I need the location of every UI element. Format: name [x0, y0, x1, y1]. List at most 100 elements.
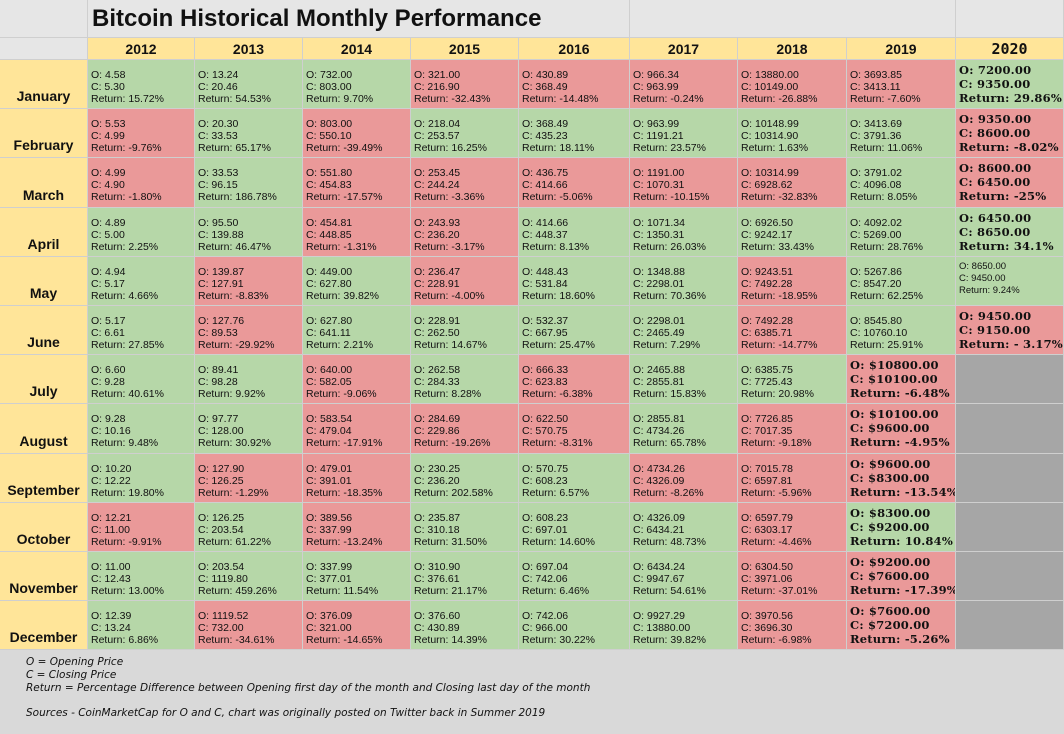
open-price: O: 7726.85	[741, 413, 793, 425]
month-cell: O: 13880.00 C: 10149.00 Return: -26.88%	[738, 60, 847, 109]
month-cell: O: 10148.99 C: 10314.90 Return: 1.63%	[738, 109, 847, 158]
open-price: O: 228.91	[414, 315, 461, 327]
return-value: Return: 186.78%	[198, 191, 277, 203]
open-price: O: 4.94	[91, 266, 126, 278]
close-price: C: 96.15	[198, 179, 238, 191]
return-value: Return: 14.60%	[522, 536, 595, 548]
month-cell: O: 12.21 C: 11.00 Return: -9.91%	[88, 503, 195, 552]
return-value: Return: 54.61%	[633, 585, 706, 597]
return-value: Return: 9.92%	[198, 388, 266, 400]
close-price: C: 732.00	[198, 622, 244, 634]
month-cell: O: 321.00 C: 216.90 Return: -32.43%	[411, 60, 519, 109]
month-cell: O: 8545.80 C: 10760.10 Return: 25.91%	[847, 306, 956, 355]
return-value: Return: -9.91%	[91, 536, 162, 548]
return-value: Return: -1.80%	[91, 191, 162, 203]
month-cell: O: 284.69 C: 229.86 Return: -19.26%	[411, 404, 519, 454]
month-cell: O: 449.00 C: 627.80 Return: 39.82%	[303, 257, 411, 306]
close-price: C: 435.23	[522, 130, 568, 142]
return-value: Return: -13.54%	[850, 485, 956, 499]
close-price: C: 262.50	[414, 327, 460, 339]
return-value: Return: -19.26%	[414, 437, 491, 449]
open-price: O: 236.47	[414, 266, 461, 278]
close-price: C: 8650.00	[959, 225, 1031, 239]
open-price: O: 6450.00	[959, 211, 1032, 225]
note-line: O = Opening Price	[26, 656, 124, 668]
return-value: Return: 9.24%	[959, 285, 1020, 296]
close-price: C: 20.46	[198, 81, 238, 93]
open-price: O: 3413.69	[850, 118, 902, 130]
month-cell: O: $10100.00 C: $9600.00 Return: -4.95%	[847, 404, 956, 454]
month-cell: O: 127.76 C: 89.53 Return: -29.92%	[195, 306, 303, 355]
close-price: C: 5.30	[91, 81, 125, 93]
open-price: O: 551.80	[306, 167, 353, 179]
month-cell: O: 627.80 C: 641.11 Return: 2.21%	[303, 306, 411, 355]
month-cell: O: 13.24 C: 20.46 Return: 54.53%	[195, 60, 303, 109]
return-value: Return: 16.25%	[414, 142, 487, 154]
return-value: Return: 6.86%	[91, 634, 159, 646]
month-cell: O: 430.89 C: 368.49 Return: -14.48%	[519, 60, 630, 109]
month-cell: O: 337.99 C: 377.01 Return: 11.54%	[303, 552, 411, 601]
return-value: Return: 9.48%	[91, 437, 159, 449]
close-price: C: 697.01	[522, 524, 568, 536]
month-label: May	[0, 257, 88, 306]
return-value: Return: -17.57%	[306, 191, 383, 203]
month-cell: O: 6450.00 C: 8650.00 Return: 34.1%	[956, 208, 1064, 257]
month-cell: O: 7200.00 C: 9350.00 Return: 29.86%	[956, 60, 1064, 109]
return-value: Return: -34.61%	[198, 634, 275, 646]
open-price: O: 230.25	[414, 463, 461, 475]
month-cell	[956, 355, 1064, 404]
open-price: O: 5267.86	[850, 266, 902, 278]
return-value: Return: 1.63%	[741, 142, 809, 154]
close-price: C: 228.91	[414, 278, 460, 290]
close-price: C: 13880.00	[633, 622, 691, 634]
return-value: Return: 27.85%	[91, 339, 164, 351]
month-cell: O: 7726.85 C: 7017.35 Return: -9.18%	[738, 404, 847, 454]
open-price: O: 1071.34	[633, 217, 685, 229]
return-value: Return: 2.25%	[91, 241, 159, 253]
year-header: 2019	[847, 38, 956, 60]
month-cell: O: 6304.50 C: 3971.06 Return: -37.01%	[738, 552, 847, 601]
open-price: O: 8545.80	[850, 315, 902, 327]
return-value: Return: 46.47%	[198, 241, 271, 253]
close-price: C: 8600.00	[959, 126, 1031, 140]
close-price: C: 5.17	[91, 278, 125, 290]
month-cell: O: 8600.00 C: 6450.00 Return: -25%	[956, 158, 1064, 208]
open-price: O: 4092.02	[850, 217, 902, 229]
month-cell: O: 963.99 C: 1191.21 Return: 23.57%	[630, 109, 738, 158]
month-cell: O: $8300.00 C: $9200.00 Return: 10.84%	[847, 503, 956, 552]
open-price: O: $8300.00	[850, 506, 931, 520]
month-cell: O: 139.87 C: 127.91 Return: -8.83%	[195, 257, 303, 306]
month-cell: O: 640.00 C: 582.05 Return: -9.06%	[303, 355, 411, 404]
return-value: Return: -13.24%	[306, 536, 383, 548]
close-price: C: 4734.26	[633, 425, 685, 437]
return-value: Return: 202.58%	[414, 487, 493, 499]
close-price: C: 531.84	[522, 278, 568, 290]
return-value: Return: 15.72%	[91, 93, 164, 105]
month-cell: O: 376.09 C: 321.00 Return: -14.65%	[303, 601, 411, 650]
open-price: O: 126.25	[198, 512, 245, 524]
return-value: Return: -10.15%	[633, 191, 710, 203]
open-price: O: 449.00	[306, 266, 353, 278]
year-header: 2015	[411, 38, 519, 60]
return-value: Return: -32.43%	[414, 93, 491, 105]
return-value: Return: 21.17%	[414, 585, 487, 597]
open-price: O: 666.33	[522, 364, 569, 376]
month-cell: O: 7492.28 C: 6385.71 Return: -14.77%	[738, 306, 847, 355]
return-value: Return: 18.60%	[522, 290, 595, 302]
open-price: O: $7600.00	[850, 604, 931, 618]
month-cell: O: 9927.29 C: 13880.00 Return: 39.82%	[630, 601, 738, 650]
return-value: Return: 31.50%	[414, 536, 487, 548]
open-price: O: $10800.00	[850, 358, 939, 372]
corner-cell	[0, 0, 88, 38]
return-value: Return: -8.83%	[198, 290, 269, 302]
return-value: Return: 8.13%	[522, 241, 590, 253]
return-value: Return: -8.02%	[959, 140, 1059, 154]
close-price: C: 641.11	[306, 327, 351, 339]
close-price: C: 12.43	[91, 573, 131, 585]
close-price: C: 13.24	[91, 622, 131, 634]
month-cell: O: 803.00 C: 550.10 Return: -39.49%	[303, 109, 411, 158]
return-value: Return: 8.05%	[850, 191, 918, 203]
open-price: O: 203.54	[198, 561, 245, 573]
close-price: C: 139.88	[198, 229, 244, 241]
month-cell: O: 228.91 C: 262.50 Return: 14.67%	[411, 306, 519, 355]
